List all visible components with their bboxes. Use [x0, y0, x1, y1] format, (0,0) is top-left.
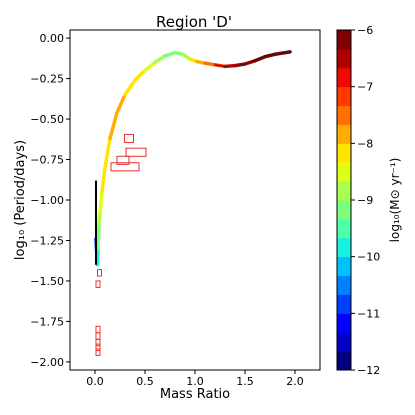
y-tick-label: −0.25	[30, 73, 64, 86]
observed-system-marker	[124, 133, 134, 144]
colorbar-tick-label: −8	[357, 137, 373, 150]
observed-systems-layer	[95, 133, 147, 356]
track-segment	[108, 110, 119, 141]
colorbar-swatch	[337, 294, 351, 314]
track-segment	[103, 136, 112, 170]
colorbar-swatch	[337, 351, 351, 371]
plot-area	[69, 29, 321, 371]
observed-system-marker	[95, 325, 101, 334]
colorbar-tick-label: −11	[357, 307, 380, 320]
x-tick-label: 1.0	[186, 375, 204, 388]
observed-system-marker	[110, 162, 140, 172]
x-tick-label: 2.0	[286, 375, 304, 388]
x-tick-label: 1.5	[236, 375, 254, 388]
track-segment	[133, 68, 147, 82]
observed-system-marker	[95, 332, 101, 340]
track-layer	[94, 50, 292, 267]
y-tick-label: −2.00	[30, 356, 64, 369]
track-segment	[96, 222, 101, 251]
x-tick-label: 0.0	[86, 375, 104, 388]
colorbar-swatch	[337, 30, 351, 50]
colorbar-tick-label: −9	[357, 194, 373, 207]
y-tick-label: 0.00	[40, 32, 65, 45]
plot-frame	[69, 29, 321, 371]
colorbar-swatch	[337, 105, 351, 125]
colorbar-swatch	[337, 162, 351, 182]
colorbar: −12 −11 −10 −9 −8 −7 −6	[336, 24, 380, 377]
y-tick-label: −0.50	[30, 113, 64, 126]
colorbar-label: log₁₀(M⊙ yr⁻¹)	[388, 158, 402, 243]
track-segment	[95, 246, 100, 267]
colorbar-swatch	[337, 275, 351, 295]
y-axis-label: log₁₀ (Period/days)	[13, 140, 28, 260]
observed-system-marker	[125, 147, 147, 157]
colorbar-swatch	[337, 48, 351, 69]
colorbar-tick-label: −10	[357, 251, 380, 264]
track-segment	[143, 60, 157, 73]
chart-title: Region 'D'	[156, 13, 232, 31]
y-tick-label: −1.50	[30, 275, 64, 288]
colorbar-swatch	[337, 181, 351, 201]
track-segment	[123, 78, 137, 97]
y-tick-label: −1.75	[30, 315, 64, 328]
x-axis: 0.0 0.5 1.0 1.5 2.0	[86, 370, 304, 388]
observed-system-marker	[95, 343, 101, 352]
colorbar-tick-label: −6	[357, 24, 373, 37]
colorbar-swatch	[337, 67, 351, 88]
colorbar-swatch	[337, 332, 351, 352]
colorbar-swatch	[337, 313, 351, 333]
observed-system-marker	[95, 280, 101, 288]
colorbar-swatch	[337, 237, 351, 258]
colorbar-tick-label: −12	[357, 364, 380, 377]
y-tick-label: −1.00	[30, 194, 64, 207]
observed-system-marker	[95, 338, 101, 347]
y-tick-label: −0.75	[30, 154, 64, 167]
observed-system-marker	[116, 155, 130, 165]
observed-system-marker	[95, 348, 101, 356]
track-segment	[98, 190, 104, 215]
y-axis: 0.00 −0.25 −0.50 −0.75 −1.00 −1.25 −1.50 −1.75 −…	[30, 32, 70, 369]
x-axis-label: Mass Ratio	[160, 387, 230, 402]
colorbar-swatch	[337, 218, 351, 239]
track-segment	[115, 93, 127, 115]
colorbar-swatch	[337, 256, 351, 277]
colorbar-swatch	[337, 143, 351, 163]
track-segment	[97, 211, 102, 227]
x-tick-label: 0.5	[136, 375, 154, 388]
colorbar-swatch	[337, 86, 351, 107]
y-tick-label: −1.25	[30, 234, 64, 247]
track-segment	[163, 50, 177, 58]
track-segment	[153, 54, 167, 65]
track-core-line	[214, 51, 291, 67]
colorbar-tick-label: −7	[357, 81, 373, 94]
track-segment	[100, 165, 107, 194]
colorbar-swatch	[337, 124, 351, 144]
colorbar-swatch	[337, 200, 351, 220]
observed-system-marker	[97, 269, 102, 277]
